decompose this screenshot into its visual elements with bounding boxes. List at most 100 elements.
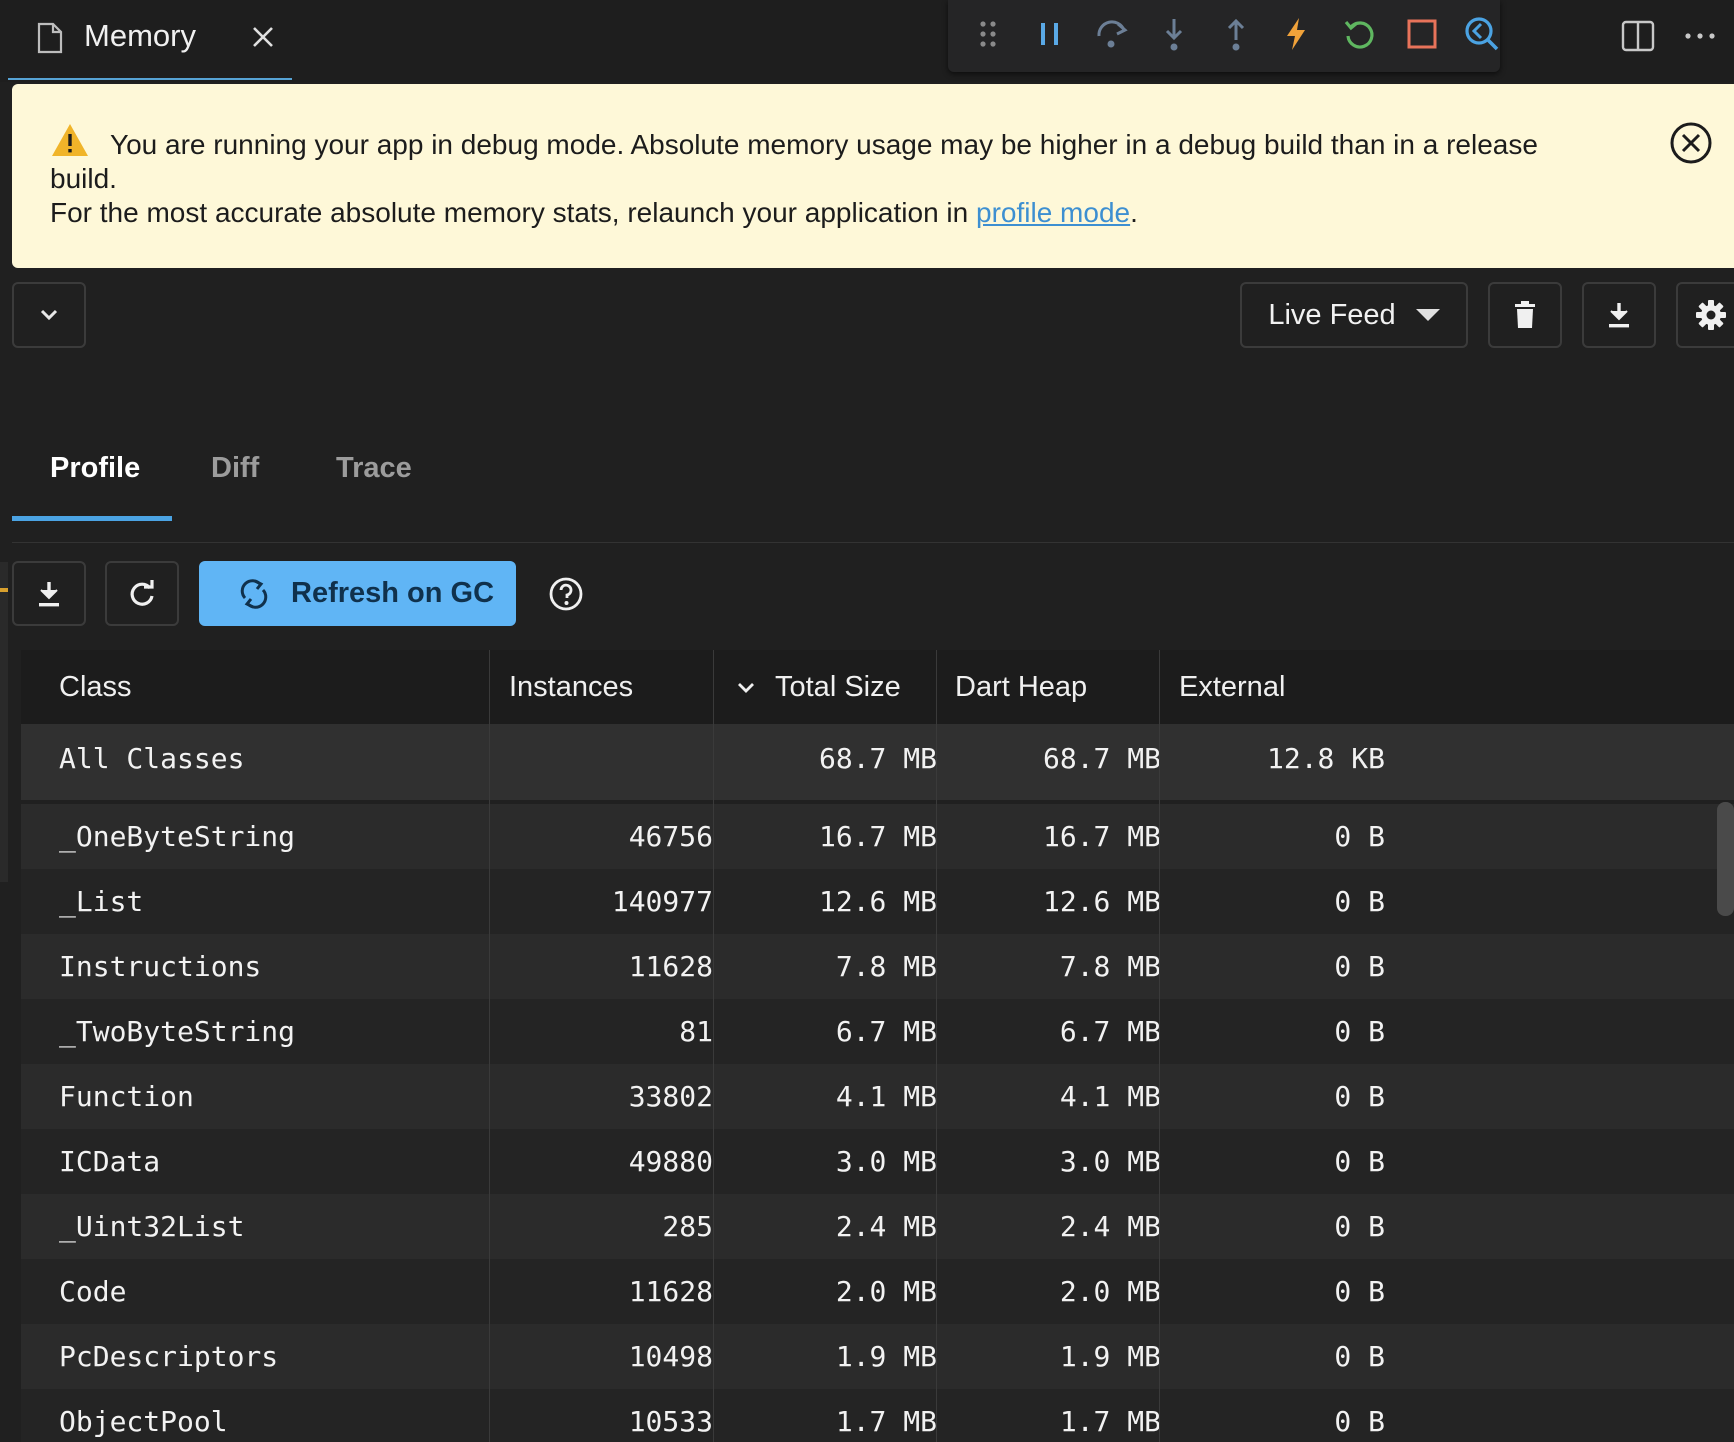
tab-diff[interactable]: Diff xyxy=(211,452,260,484)
editor-tab-bar: Memory xyxy=(0,0,1734,82)
cell-total-size: 1.9 MB xyxy=(835,1340,937,1373)
cell-external: 0 B xyxy=(1334,1145,1385,1178)
summary-class: All Classes xyxy=(59,742,245,775)
stop-icon[interactable] xyxy=(1402,14,1442,54)
cell-class: _OneByteString xyxy=(59,820,296,853)
export-button[interactable] xyxy=(1582,282,1656,348)
table-row[interactable]: _TwoByteString 81 6.7 MB 6.7 MB 0 B xyxy=(21,999,1734,1064)
table-row[interactable]: ObjectPool 10533 1.7 MB 1.7 MB 0 B xyxy=(21,1389,1734,1442)
table-row[interactable]: _OneByteString 46756 16.7 MB 16.7 MB 0 B xyxy=(21,804,1734,869)
active-tab-indicator xyxy=(12,516,172,521)
cell-instances: 49880 xyxy=(628,1145,713,1178)
restart-icon[interactable] xyxy=(1340,14,1380,54)
cell-dart-heap: 4.1 MB xyxy=(1059,1080,1161,1113)
cell-class: Instructions xyxy=(59,950,262,983)
summary-row[interactable]: All Classes 68.7 MB 68.7 MB 12.8 KB xyxy=(21,724,1734,800)
class-table: Class Instances Total Size Dart Heap Ext… xyxy=(21,650,1734,1442)
help-icon[interactable] xyxy=(548,576,584,612)
cell-total-size: 4.1 MB xyxy=(835,1080,937,1113)
cell-total-size: 7.8 MB xyxy=(835,950,937,983)
clear-button[interactable] xyxy=(1488,282,1562,348)
cell-external: 0 B xyxy=(1334,1340,1385,1373)
drag-handle-icon[interactable] xyxy=(968,14,1008,54)
cell-external: 0 B xyxy=(1334,820,1385,853)
download-profile-button[interactable] xyxy=(12,561,86,626)
refresh-button[interactable] xyxy=(105,561,179,626)
dropdown-caret-icon xyxy=(1415,309,1440,321)
split-editor-icon[interactable] xyxy=(1618,16,1658,56)
banner-message: You are running your app in debug mode. … xyxy=(50,129,1538,194)
summary-total-size: 68.7 MB xyxy=(818,742,937,775)
cell-total-size: 1.7 MB xyxy=(835,1405,937,1438)
cell-total-size: 12.6 MB xyxy=(818,885,937,918)
flutter-inspector-icon[interactable] xyxy=(1462,14,1502,54)
cell-instances: 46756 xyxy=(628,820,713,853)
refresh-icon xyxy=(130,579,154,606)
cell-dart-heap: 7.8 MB xyxy=(1059,950,1161,983)
cell-dart-heap: 2.4 MB xyxy=(1059,1210,1161,1243)
close-icon[interactable] xyxy=(246,20,280,54)
table-row[interactable]: Instructions 11628 7.8 MB 7.8 MB 0 B xyxy=(21,934,1734,999)
debug-mode-banner: You are running your app in debug mode. … xyxy=(12,84,1734,268)
table-row[interactable]: Function 33802 4.1 MB 4.1 MB 0 B xyxy=(21,1064,1734,1129)
cell-class: ObjectPool xyxy=(59,1405,228,1438)
table-row[interactable]: Code 11628 2.0 MB 2.0 MB 0 B xyxy=(21,1259,1734,1324)
tab-profile[interactable]: Profile xyxy=(50,452,141,484)
table-row[interactable]: ICData 49880 3.0 MB 3.0 MB 0 B xyxy=(21,1129,1734,1194)
cell-dart-heap: 12.6 MB xyxy=(1042,885,1161,918)
live-feed-dropdown[interactable]: Live Feed xyxy=(1240,282,1468,348)
warning-icon xyxy=(50,122,90,163)
editor-tab-memory[interactable]: Memory xyxy=(8,0,292,80)
column-header-dart-heap[interactable]: Dart Heap xyxy=(955,671,1088,703)
column-header-class[interactable]: Class xyxy=(59,671,132,703)
cell-total-size: 2.4 MB xyxy=(835,1210,937,1243)
cell-dart-heap: 2.0 MB xyxy=(1059,1275,1161,1308)
cell-external: 0 B xyxy=(1334,950,1385,983)
summary-instances xyxy=(491,724,713,800)
step-into-icon[interactable] xyxy=(1154,14,1194,54)
cell-dart-heap: 6.7 MB xyxy=(1059,1015,1161,1048)
cell-instances: 10498 xyxy=(628,1340,713,1373)
profile-mode-link[interactable]: profile mode xyxy=(976,197,1131,228)
close-banner-icon[interactable] xyxy=(1668,120,1714,166)
cell-external: 0 B xyxy=(1334,1015,1385,1048)
cell-instances: 81 xyxy=(679,1015,713,1048)
banner-message-secondary: For the most accurate absolute memory st… xyxy=(50,197,1138,228)
cell-external: 0 B xyxy=(1334,1275,1385,1308)
column-divider xyxy=(713,650,714,1442)
column-header-external[interactable]: External xyxy=(1179,671,1286,703)
autorenew-icon xyxy=(240,578,268,609)
cell-instances: 33802 xyxy=(628,1080,713,1113)
column-header-instances[interactable]: Instances xyxy=(509,671,634,703)
cell-instances: 140977 xyxy=(611,885,713,918)
table-row[interactable]: PcDescriptors 10498 1.9 MB 1.9 MB 0 B xyxy=(21,1324,1734,1389)
pause-icon[interactable] xyxy=(1030,14,1070,54)
sort-descending-icon[interactable] xyxy=(735,650,757,724)
refresh-on-gc-label: Refresh on GC xyxy=(291,577,495,609)
cell-total-size: 16.7 MB xyxy=(818,820,937,853)
step-out-icon[interactable] xyxy=(1216,14,1256,54)
column-header-total-size[interactable]: Total Size xyxy=(775,671,901,703)
table-header: Class Instances Total Size Dart Heap Ext… xyxy=(21,650,1734,724)
settings-button[interactable] xyxy=(1676,282,1734,348)
step-over-icon[interactable] xyxy=(1092,14,1132,54)
cell-instances: 285 xyxy=(662,1210,713,1243)
cell-class: _TwoByteString xyxy=(59,1015,296,1048)
more-actions-icon[interactable] xyxy=(1680,16,1720,56)
table-scrollbar[interactable] xyxy=(1717,802,1734,916)
summary-dart-heap: 68.7 MB xyxy=(1042,742,1161,775)
cell-dart-heap: 3.0 MB xyxy=(1059,1145,1161,1178)
left-gutter xyxy=(0,562,8,882)
hot-reload-icon[interactable] xyxy=(1276,14,1316,54)
cell-dart-heap: 16.7 MB xyxy=(1042,820,1161,853)
tab-trace[interactable]: Trace xyxy=(336,452,412,484)
cell-class: _Uint32List xyxy=(59,1210,245,1243)
table-row[interactable]: _List 140977 12.6 MB 12.6 MB 0 B xyxy=(21,869,1734,934)
table-row[interactable]: _Uint32List 285 2.4 MB 2.4 MB 0 B xyxy=(21,1194,1734,1259)
cell-total-size: 2.0 MB xyxy=(835,1275,937,1308)
file-icon xyxy=(36,22,64,59)
cell-class: ICData xyxy=(59,1145,161,1178)
expand-chart-button[interactable] xyxy=(12,282,86,348)
refresh-on-gc-button[interactable]: Refresh on GC xyxy=(199,561,516,626)
column-divider xyxy=(936,650,937,1442)
